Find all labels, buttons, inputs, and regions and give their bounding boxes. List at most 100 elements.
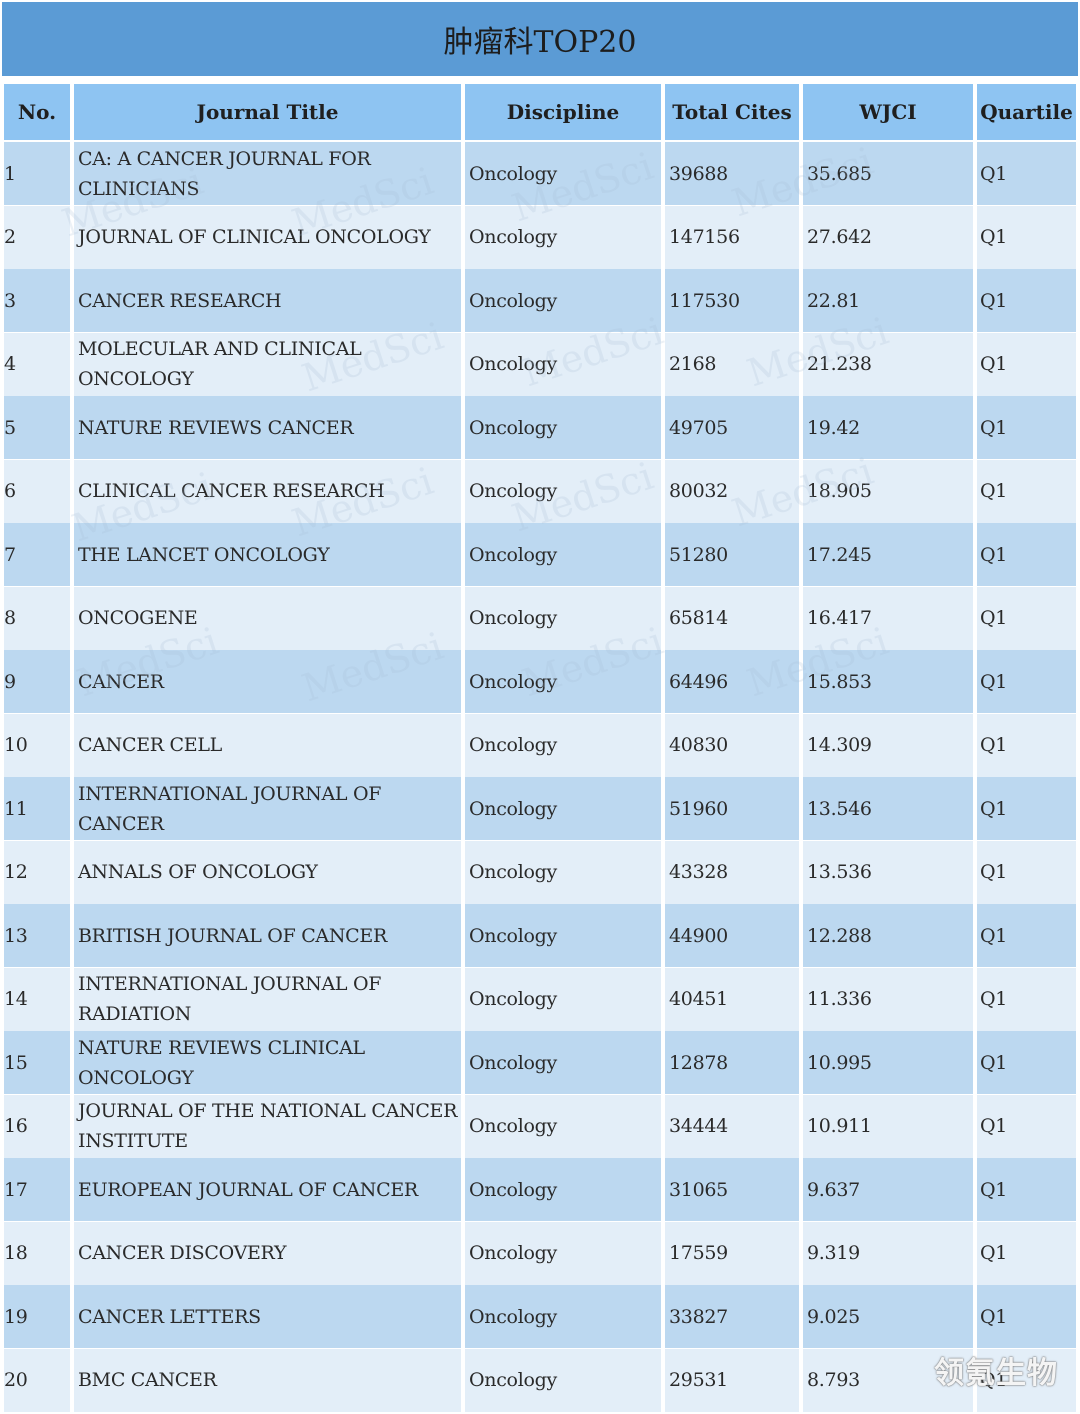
journal-title: INTERNATIONAL JOURNAL OF RADIATION [74,967,461,1031]
quartile: Q1 [977,586,1076,650]
row-number: 9 [4,650,70,713]
wjci-value: 21.238 [803,332,973,396]
wjci-value: 35.685 [803,142,973,205]
table-row: 1 CA: A CANCER JOURNAL FOR CLINICIANS Onco… [4,142,1076,205]
table-row: 14 INTERNATIONAL JOURNAL OF RADIATION Onco… [4,967,1076,1031]
header-discipline: Discipline [465,84,661,140]
journal-title: NATURE REVIEWS CLINICAL ONCOLOGY [74,1031,461,1094]
row-number: 8 [4,586,70,650]
quartile: Q1 [977,650,1076,713]
journal-title: CANCER DISCOVERY [74,1221,461,1285]
row-number: 7 [4,523,70,586]
row-number: 14 [4,967,70,1031]
wjci-value: 11.336 [803,967,973,1031]
quartile: Q1 [977,142,1076,205]
total-cites: 51280 [665,523,799,586]
journal-title: CANCER [74,650,461,713]
table-row: 7 THE LANCET ONCOLOGY Oncology 51280 17.245 Q… [4,523,1076,586]
discipline: Oncology [465,459,661,523]
total-cites: 33827 [665,1285,799,1348]
total-cites: 17559 [665,1221,799,1285]
quartile: Q1 [977,396,1076,459]
journal-title: CANCER RESEARCH [74,269,461,332]
table-row: 4 MOLECULAR AND CLINICAL ONCOLOGY Oncology… [4,332,1076,396]
journal-title: INTERNATIONAL JOURNAL OF CANCER [74,777,461,840]
wjci-value: 14.309 [803,713,973,777]
discipline: Oncology [465,332,661,396]
quartile: Q1 [977,967,1076,1031]
journal-title: EUROPEAN JOURNAL OF CANCER [74,1158,461,1221]
row-number: 15 [4,1031,70,1094]
wjci-value: 13.546 [803,777,973,840]
quartile: Q1 [977,269,1076,332]
header-no: No. [4,84,70,140]
table-row: 19 CANCER LETTERS Oncology 33827 9.025 Q1 [4,1285,1076,1348]
table-row: 10 CANCER CELL Oncology 40830 14.309 Q1 [4,713,1076,777]
table-row: 12 ANNALS OF ONCOLOGY Oncology 43328 13.536 Q… [4,840,1076,904]
row-number: 18 [4,1221,70,1285]
discipline: Oncology [465,586,661,650]
row-number: 5 [4,396,70,459]
quartile: Q1 [977,713,1076,777]
row-number: 16 [4,1094,70,1158]
journal-title: CLINICAL CANCER RESEARCH [74,459,461,523]
total-cites: 117530 [665,269,799,332]
header-journal-title: Journal Title [74,84,461,140]
discipline: Oncology [465,713,661,777]
discipline: Oncology [465,1158,661,1221]
wjci-value: 10.911 [803,1094,973,1158]
journal-title: CANCER CELL [74,713,461,777]
total-cites: 34444 [665,1094,799,1158]
quartile: Q1 [977,1031,1076,1094]
quartile: Q1 [977,1285,1076,1348]
table-row: 8 ONCOGENE Oncology 65814 16.417 Q1 [4,586,1076,650]
table-title: 肿瘤科TOP20 [2,2,1078,76]
total-cites: 80032 [665,459,799,523]
discipline: Oncology [465,1221,661,1285]
wjci-value: 9.025 [803,1285,973,1348]
discipline: Oncology [465,967,661,1031]
total-cites: 40830 [665,713,799,777]
journal-title: BMC CANCER [74,1348,461,1412]
wjci-value: 15.853 [803,650,973,713]
wjci-value: 13.536 [803,840,973,904]
wjci-value: 22.81 [803,269,973,332]
journal-title: CANCER LETTERS [74,1285,461,1348]
table-row: 2 JOURNAL OF CLINICAL ONCOLOGY Oncology 147… [4,205,1076,269]
table-row: 13 BRITISH JOURNAL OF CANCER Oncology 44900… [4,904,1076,967]
discipline: Oncology [465,523,661,586]
discipline: Oncology [465,269,661,332]
quartile: Q1 [977,523,1076,586]
row-number: 3 [4,269,70,332]
table-row: 9 CANCER Oncology 64496 15.853 Q1 [4,650,1076,713]
total-cites: 64496 [665,650,799,713]
table-row: 17 EUROPEAN JOURNAL OF CANCER Oncology 3106… [4,1158,1076,1221]
wjci-value: 19.42 [803,396,973,459]
journal-title: BRITISH JOURNAL OF CANCER [74,904,461,967]
header-wjci: WJCI [803,84,973,140]
total-cites: 2168 [665,332,799,396]
row-number: 17 [4,1158,70,1221]
table-row: 20 BMC CANCER Oncology 29531 8.793 Q1 [4,1348,1076,1412]
table-row: 15 NATURE REVIEWS CLINICAL ONCOLOGY Oncolo… [4,1031,1076,1094]
discipline: Oncology [465,904,661,967]
total-cites: 49705 [665,396,799,459]
wjci-value: 8.793 [803,1348,973,1412]
table-row: 16 JOURNAL OF THE NATIONAL CANCER INSTITU… [4,1094,1076,1158]
quartile: Q1 [977,840,1076,904]
quartile: Q1 [977,777,1076,840]
row-number: 1 [4,142,70,205]
table-row: 6 CLINICAL CANCER RESEARCH Oncology 80032 18… [4,459,1076,523]
discipline: Oncology [465,1285,661,1348]
journal-title: MOLECULAR AND CLINICAL ONCOLOGY [74,332,461,396]
quartile: Q1 [977,904,1076,967]
total-cites: 31065 [665,1158,799,1221]
row-number: 13 [4,904,70,967]
discipline: Oncology [465,205,661,269]
wjci-value: 9.637 [803,1158,973,1221]
discipline: Oncology [465,650,661,713]
table-row: 18 CANCER DISCOVERY Oncology 17559 9.319 Q1 [4,1221,1076,1285]
total-cites: 39688 [665,142,799,205]
wjci-value: 9.319 [803,1221,973,1285]
table-row: 3 CANCER RESEARCH Oncology 117530 22.81 Q1 [4,269,1076,332]
